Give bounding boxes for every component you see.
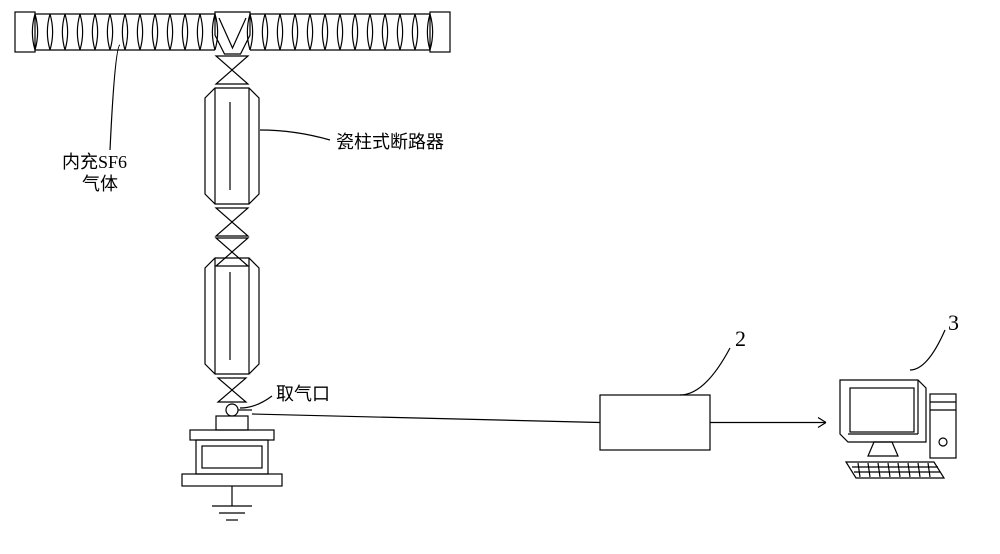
leader-num2 bbox=[680, 348, 730, 395]
label-num-2: 2 bbox=[735, 326, 746, 351]
diagram-canvas: 内充SF6气体 瓷柱式断路器取气口 2 3 bbox=[0, 0, 1000, 554]
label-num-3: 3 bbox=[948, 310, 959, 335]
ground-symbol bbox=[212, 488, 252, 520]
computer-terminal bbox=[840, 380, 956, 478]
collar bbox=[216, 416, 248, 430]
base-pedestal bbox=[182, 430, 282, 486]
label-breaker: 瓷柱式断路器 bbox=[336, 132, 444, 152]
gas-sampling-port bbox=[226, 404, 252, 416]
lower-porcelain-column bbox=[205, 258, 259, 374]
label-sf6-line1: 内充SF6 bbox=[62, 152, 127, 172]
leader-num3 bbox=[910, 330, 945, 370]
right-horizontal-insulator bbox=[247, 12, 450, 52]
connector-1 bbox=[216, 56, 248, 84]
leader-sf6 bbox=[110, 45, 120, 150]
label-gas-port: 取气口 bbox=[276, 384, 330, 404]
processing-box bbox=[600, 395, 710, 450]
leader-breaker bbox=[260, 130, 330, 140]
upper-porcelain-column bbox=[205, 88, 259, 204]
left-horizontal-insulator bbox=[15, 12, 218, 52]
connector-4 bbox=[218, 378, 246, 402]
t-joint bbox=[215, 12, 250, 54]
connector-2 bbox=[216, 208, 248, 236]
label-sf6-line2: 气体 bbox=[82, 174, 118, 194]
connector-3 bbox=[216, 238, 248, 266]
signal-line-1 bbox=[252, 414, 600, 423]
